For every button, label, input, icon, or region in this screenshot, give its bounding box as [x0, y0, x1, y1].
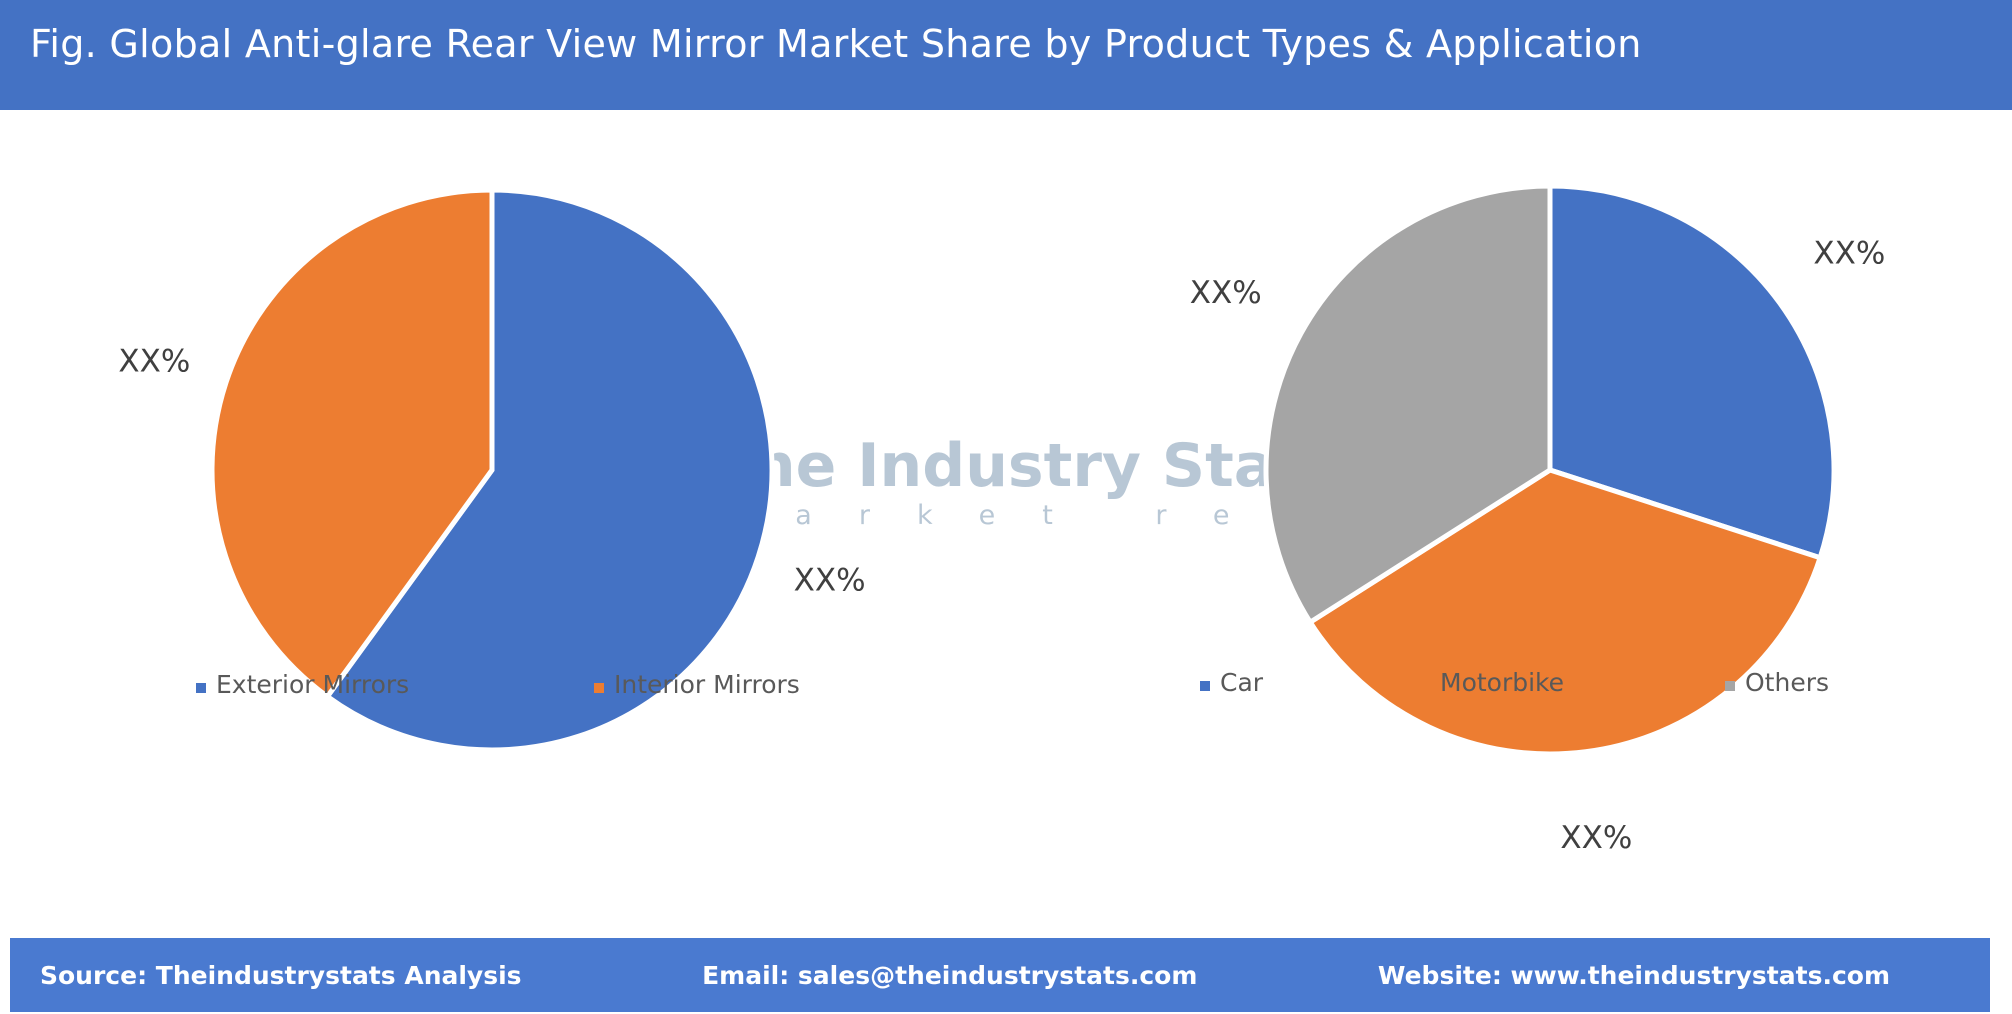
legend-label-exterior-mirrors: Exterior Mirrors [216, 670, 409, 699]
legend-swatch-motorbike [1420, 681, 1430, 691]
pie-slice-others [1263, 183, 1553, 626]
legend-swatch-interior-mirrors [594, 683, 604, 693]
legend-swatch-car [1200, 681, 1210, 691]
data-label-interior-mirrors: XX% [118, 343, 190, 379]
legend-item-motorbike: Motorbike [1420, 668, 1564, 697]
charts-area: The Industry Stats market research XX% XX… [118, 183, 1885, 856]
header-bar: Fig. Global Anti-glare Rear View Mirror … [0, 0, 2012, 110]
legend-label-others: Others [1745, 668, 1829, 697]
legend-label-car: Car [1220, 668, 1264, 697]
legend-swatch-exterior-mirrors [196, 683, 206, 693]
chart-title: Fig. Global Anti-glare Rear View Mirror … [30, 22, 1642, 66]
legend-label-motorbike: Motorbike [1440, 668, 1564, 697]
watermark: The Industry Stats market research [545, 410, 1601, 550]
watermark-title: The Industry Stats [712, 431, 1339, 501]
pie-slice-motorbike [1306, 467, 1824, 757]
legend-item-interior-mirrors: Interior Mirrors [594, 670, 800, 699]
data-label-motorbike: XX% [1560, 820, 1632, 856]
legend-swatch-others [1725, 681, 1735, 691]
data-label-car: XX% [1813, 236, 1885, 272]
pie-slice-car [1547, 183, 1837, 561]
footer-email[interactable]: Email: sales@theindustrystats.com [702, 960, 1198, 990]
pie-slice-interior-mirrors [209, 187, 495, 701]
legend-item-exterior-mirrors: Exterior Mirrors [196, 670, 409, 699]
data-label-others: XX% [1190, 275, 1262, 311]
legend-label-interior-mirrors: Interior Mirrors [614, 670, 800, 699]
data-label-exterior-mirrors: XX% [794, 563, 866, 599]
footer-source: Source: Theindustrystats Analysis [40, 960, 522, 990]
legend-item-others: Others [1725, 668, 1829, 697]
footer-bar: Source: Theindustrystats Analysis Email:… [10, 938, 1990, 1012]
footer-website[interactable]: Website: www.theindustrystats.com [1377, 960, 1890, 990]
legend-item-car: Car [1200, 668, 1264, 697]
pie-slice-exterior-mirrors [323, 187, 775, 753]
